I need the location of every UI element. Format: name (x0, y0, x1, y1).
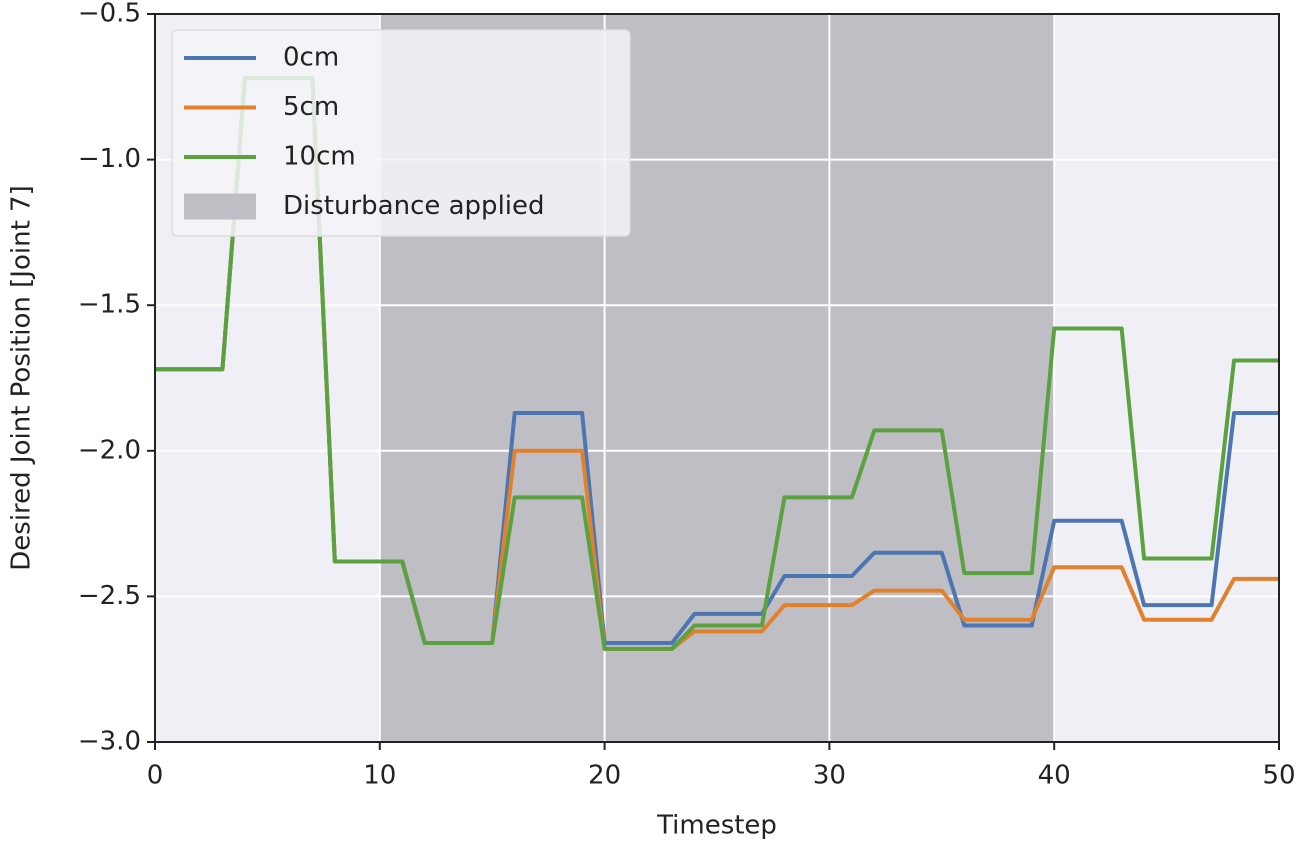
y-tick-label: −2.0 (78, 435, 141, 465)
x-axis-label: Timestep (656, 811, 777, 841)
x-tick-label: 0 (147, 761, 164, 791)
series-line (155, 76, 1279, 651)
x-tick-label: 10 (363, 761, 396, 791)
x-tick-label: 20 (588, 761, 621, 791)
x-tick-label: 50 (1262, 761, 1295, 791)
plot-frame (154, 13, 1280, 743)
legend-label: 5cm (283, 92, 339, 122)
legend-label: 0cm (283, 43, 339, 73)
legend: 0cm 5cm 10cm Disturbance applied (171, 29, 631, 237)
x-tick-label: 40 (1038, 761, 1071, 791)
lines-layer (155, 76, 1279, 651)
legend-box (171, 29, 631, 237)
y-axis-label: Desired Joint Position [Joint 7] (7, 185, 37, 570)
y-tick-label: −3.0 (78, 727, 141, 757)
y-tick-label: −0.5 (78, 0, 141, 29)
x-tick-label: 30 (813, 761, 846, 791)
legend-label: 10cm (283, 142, 356, 172)
ticks-layer: −3.0 −2.5 −2.0 −1.5 −1.0 −0.5 0 10 20 30 40 50 (78, 0, 1296, 791)
y-tick-label: −2.5 (78, 581, 141, 611)
legend-label: Disturbance applied (283, 191, 545, 221)
y-tick-label: −1.0 (78, 144, 141, 174)
y-tick-label: −1.5 (78, 290, 141, 320)
legend-swatch (184, 193, 256, 220)
